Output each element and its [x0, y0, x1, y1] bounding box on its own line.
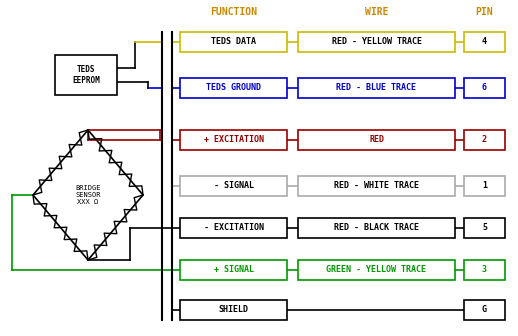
FancyBboxPatch shape [464, 218, 505, 238]
Text: RED - BLACK TRACE: RED - BLACK TRACE [334, 223, 419, 233]
FancyBboxPatch shape [298, 32, 455, 52]
Text: 1: 1 [482, 181, 487, 191]
Text: 2: 2 [482, 135, 487, 144]
FancyBboxPatch shape [180, 218, 287, 238]
Text: 6: 6 [482, 84, 487, 92]
Text: PIN: PIN [476, 7, 493, 17]
FancyBboxPatch shape [180, 260, 287, 280]
FancyBboxPatch shape [464, 176, 505, 196]
Text: - SIGNAL: - SIGNAL [213, 181, 253, 191]
Text: G: G [482, 305, 487, 314]
Text: TEDS
EEPROM: TEDS EEPROM [72, 65, 100, 85]
FancyBboxPatch shape [464, 32, 505, 52]
FancyBboxPatch shape [180, 300, 287, 320]
FancyBboxPatch shape [180, 176, 287, 196]
Text: RED - WHITE TRACE: RED - WHITE TRACE [334, 181, 419, 191]
FancyBboxPatch shape [298, 260, 455, 280]
Text: SHIELD: SHIELD [219, 305, 249, 314]
Text: TEDS DATA: TEDS DATA [211, 38, 256, 46]
Text: 5: 5 [482, 223, 487, 233]
Text: + SIGNAL: + SIGNAL [213, 265, 253, 275]
Text: FUNCTION: FUNCTION [210, 7, 257, 17]
FancyBboxPatch shape [180, 78, 287, 98]
Text: RED: RED [369, 135, 384, 144]
FancyBboxPatch shape [464, 130, 505, 150]
FancyBboxPatch shape [298, 130, 455, 150]
FancyBboxPatch shape [298, 176, 455, 196]
FancyBboxPatch shape [298, 218, 455, 238]
FancyBboxPatch shape [180, 32, 287, 52]
Text: - EXCITATION: - EXCITATION [204, 223, 264, 233]
FancyBboxPatch shape [180, 130, 287, 150]
Text: RED - YELLOW TRACE: RED - YELLOW TRACE [332, 38, 422, 46]
FancyBboxPatch shape [55, 55, 117, 95]
FancyBboxPatch shape [464, 78, 505, 98]
Text: RED - BLUE TRACE: RED - BLUE TRACE [337, 84, 416, 92]
FancyBboxPatch shape [298, 78, 455, 98]
FancyBboxPatch shape [464, 300, 505, 320]
FancyBboxPatch shape [464, 260, 505, 280]
Text: GREEN - YELLOW TRACE: GREEN - YELLOW TRACE [326, 265, 426, 275]
Text: 3: 3 [482, 265, 487, 275]
Text: BRIDGE
SENSOR
XXX Ω: BRIDGE SENSOR XXX Ω [75, 185, 100, 205]
Text: 4: 4 [482, 38, 487, 46]
Text: TEDS GROUND: TEDS GROUND [206, 84, 261, 92]
Text: + EXCITATION: + EXCITATION [204, 135, 264, 144]
Text: WIRE: WIRE [365, 7, 388, 17]
